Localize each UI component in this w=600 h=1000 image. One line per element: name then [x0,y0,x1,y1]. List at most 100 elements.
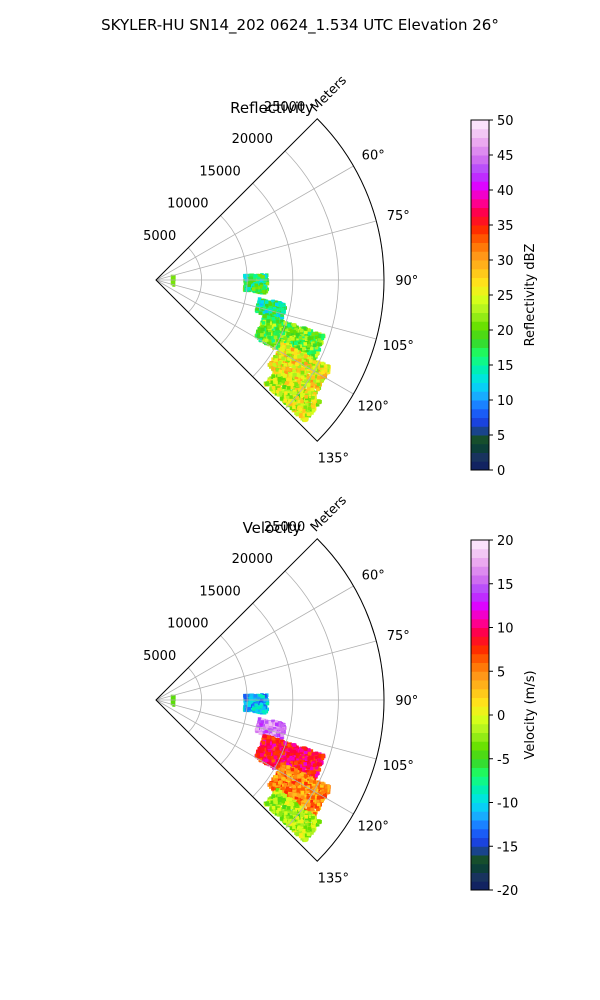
colorbar-label: Velocity (m/s) [523,670,538,759]
colorbar-segment [471,741,489,751]
colorbar-segment [471,557,489,567]
colorbar-segment [471,636,489,646]
figure-title: SKYLER-HU SN14_202 0624_1.534 UTC Elevat… [101,16,499,34]
colorbar-segment [471,198,489,208]
colorbar-segment [471,583,489,593]
azimuth-tick-label: 90° [395,694,418,709]
colorbar-segment [471,408,489,418]
colorbar-segment [471,312,489,322]
colorbar-segment [471,706,489,716]
panel-title: Velocity [243,519,302,537]
colorbar-tick-label: 30 [497,254,514,269]
colorbar-segment [471,828,489,838]
colorbar-segment [471,566,489,576]
colorbar-tick-label: 25 [497,289,514,304]
colorbar-segment [471,820,489,830]
colorbar-segment [471,356,489,366]
range-tick-label: 20000 [232,552,273,567]
colorbar-tick-label: 10 [497,622,514,637]
colorbar-tick-label: 10 [497,394,514,409]
colorbar-segment [471,163,489,173]
colorbar-segment [471,610,489,620]
colorbar-segment [471,723,489,733]
panel-title: Reflectivity [230,99,314,117]
colorbar-segment [471,303,489,313]
colorbar-segment [471,277,489,287]
azimuth-spoke [155,699,377,760]
colorbar-segment [471,286,489,296]
azimuth-spoke [155,640,377,701]
colorbar-tick-label: 50 [497,114,514,129]
colorbar-segment [471,400,489,410]
colorbar-segment [471,653,489,663]
colorbar-segment [471,697,489,707]
colorbar-segment [471,242,489,252]
colorbar-segment [471,172,489,182]
echo-field [170,273,331,423]
colorbar-segment [471,268,489,278]
colorbar-segment [471,452,489,462]
colorbar: 0 5 10 15 20 25 30 35 40 45 50 Reflectivity dBZ [470,114,538,479]
colorbar-segment [471,417,489,427]
azimuth-tick-label: 75° [387,629,410,644]
colorbar-segment [471,146,489,156]
azimuth-tick-label: 135° [318,451,349,466]
colorbar-segment [471,837,489,847]
colorbar-segment [471,233,489,243]
range-axis-label: Meters [308,73,350,115]
range-axis-label: Meters [308,493,350,535]
colorbar-segment [471,216,489,226]
colorbar-segment [471,811,489,821]
range-tick-label: 10000 [167,617,208,632]
colorbar-tick-label: 5 [497,429,505,444]
colorbar-segment [471,793,489,803]
colorbar-segment [471,347,489,357]
colorbar-tick-label: 45 [497,149,514,164]
range-tick-label: 25000 [264,100,305,115]
colorbar-segment [471,128,489,138]
azimuth-tick-label: 60° [362,569,385,584]
colorbar-segment [471,688,489,698]
colorbar-segment [471,548,489,558]
sector-outline [155,118,385,442]
range-tick-label: 15000 [199,164,240,179]
colorbar-segment [471,373,489,383]
colorbar-segment [471,330,489,340]
azimuth-spoke [155,279,377,340]
colorbar-tick-label: -20 [497,884,518,899]
colorbar-tick-label: -15 [497,840,518,855]
azimuth-tick-label: 60° [362,149,385,164]
colorbar-segment [471,443,489,453]
azimuth-spoke [155,279,354,395]
colorbar-segment [471,662,489,672]
colorbar-segment [471,732,489,742]
colorbar-segment [471,758,489,768]
range-tick-label: 20000 [232,132,273,147]
azimuth-spoke [155,585,354,701]
colorbar-segment [471,391,489,401]
echo-field [170,693,331,843]
colorbar-tick-label: -5 [497,753,510,768]
azimuth-tick-label: 105° [383,759,414,774]
colorbar-segment [471,295,489,305]
azimuth-tick-label: 75° [387,209,410,224]
colorbar-segment [471,435,489,445]
colorbar: -20 -15 -10 -5 0 5 10 15 20 Velocity (m/s) [470,534,538,899]
colorbar-segment [471,785,489,795]
colorbar-tick-label: -10 [497,797,518,812]
colorbar-segment [471,137,489,147]
colorbar-segment [471,120,489,130]
colorbar-segment [471,181,489,191]
range-tick-label: 15000 [199,584,240,599]
colorbar-segment [471,715,489,725]
colorbar-segment [471,575,489,585]
azimuth-spoke [155,165,354,281]
colorbar-label: Reflectivity dBZ [523,244,538,347]
colorbar-segment [471,338,489,348]
azimuth-tick-label: 90° [395,274,418,289]
colorbar-segment [471,627,489,637]
colorbar-segment [471,365,489,375]
colorbar-segment [471,872,489,882]
colorbar-segment [471,426,489,436]
colorbar-segment [471,680,489,690]
